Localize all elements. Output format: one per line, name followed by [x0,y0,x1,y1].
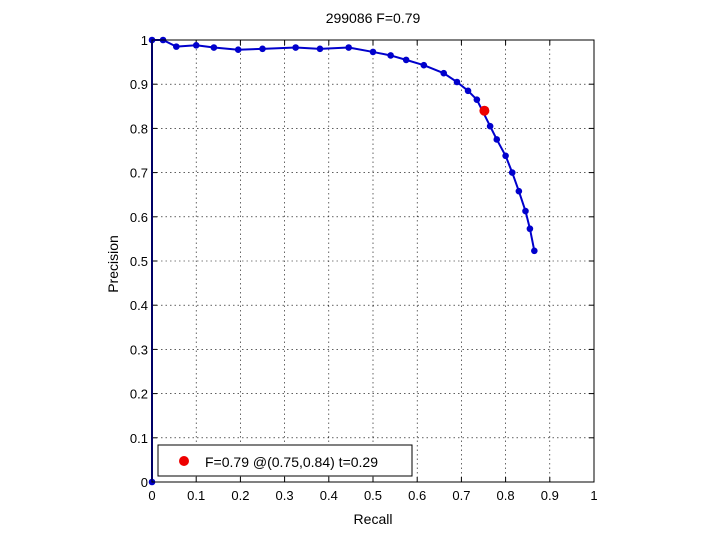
legend: F=0.79 @(0.75,0.84) t=0.29 [157,444,413,477]
x-tick-label: 0.3 [276,488,294,503]
y-tick-label: 0.2 [130,387,148,402]
x-tick-label: 0.9 [541,488,559,503]
x-tick-label: 0 [148,488,155,503]
y-tick-label: 0.5 [130,254,148,269]
x-axis-label: Recall [354,511,393,527]
y-tick-label: 0.1 [130,431,148,446]
y-tick-label: 0 [141,475,148,490]
data-point [502,152,509,160]
data-point [259,45,266,53]
data-point [522,207,529,215]
data-point [526,225,534,233]
x-tick-label: 0.1 [187,488,205,503]
data-point [453,78,461,86]
x-tick-label: 0.2 [231,488,249,503]
y-tick-label: 0.8 [130,121,148,136]
best-f-point [479,105,490,116]
y-tick-label: 0.7 [130,166,148,181]
x-tick-label: 0.5 [364,488,382,503]
legend-label: F=0.79 @(0.75,0.84) t=0.29 [205,454,378,470]
data-point [210,44,218,51]
x-tick-label: 0.7 [452,488,470,503]
data-point [508,169,516,176]
y-axis-ticks: 0 0.1 0.2 0.3 0.4 0.5 0.6 0.7 0.8 0.9 1 [130,33,594,490]
chart-title: 299086 F=0.79 [326,10,421,26]
data-point [292,44,299,51]
x-tick-label: 0.4 [320,488,338,503]
y-tick-label: 0.6 [130,210,148,225]
data-point [234,46,242,54]
data-point [369,48,377,56]
y-axis-label: Precision [105,235,121,293]
x-tick-label: 0.8 [497,488,515,503]
legend-marker [179,456,189,466]
highlight-layer [479,105,490,116]
y-tick-label: 0.9 [130,77,148,92]
data-point [402,56,410,64]
data-point [345,44,352,51]
data-point [531,247,538,255]
data-point [464,87,472,95]
plot-frame [151,39,595,483]
x-tick-label: 0.6 [408,488,426,503]
y-tick-label: 0.4 [130,298,148,313]
data-point [173,43,180,50]
data-point [420,61,428,69]
data-point [192,42,200,49]
data-point [486,122,494,130]
x-tick-label: 1 [590,488,597,503]
data-point [515,187,523,195]
grid [152,40,594,482]
y-tick-label: 0.3 [130,342,148,357]
data-point [440,69,448,77]
y-tick-label: 1 [141,33,148,48]
legend-box [157,444,413,477]
data-point [387,52,394,59]
data-point [493,136,501,143]
data-point [316,45,324,53]
series-layer [148,36,538,486]
data-point [473,96,481,103]
